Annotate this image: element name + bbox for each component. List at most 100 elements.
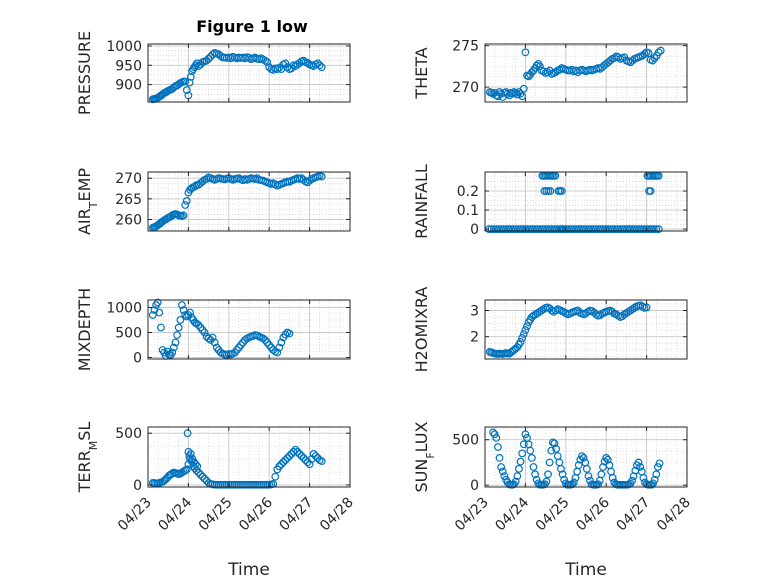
y-axis-label: H2OMIXRA	[412, 287, 431, 373]
data-point	[601, 225, 610, 233]
axes-box	[484, 426, 688, 488]
data-point	[263, 58, 272, 67]
data-point	[171, 338, 180, 347]
data-point	[645, 225, 653, 233]
data-point	[650, 475, 659, 484]
data-point	[317, 63, 326, 72]
data-point	[628, 305, 637, 314]
y-tick-label: 1000	[106, 39, 142, 55]
subplot-2: 270 275 THETA	[412, 39, 688, 103]
data-point	[516, 225, 525, 233]
y-axis-label-main: PRESSURE	[75, 31, 94, 115]
data-point	[532, 61, 541, 70]
data-point	[313, 59, 322, 68]
data-point	[546, 187, 555, 195]
data-point	[603, 455, 612, 464]
data-point	[281, 330, 290, 339]
data-point	[194, 62, 203, 70]
y-tick-label: 0.2	[457, 184, 479, 200]
data-point	[548, 225, 556, 233]
y-axis-label: THETA	[412, 47, 431, 99]
data-point	[502, 225, 510, 233]
data-point	[529, 311, 538, 320]
y-tick-label: 260	[115, 212, 142, 228]
data-point	[514, 225, 523, 233]
data-point	[652, 225, 661, 233]
data-point	[305, 460, 314, 469]
data-point	[285, 452, 294, 460]
data-point	[589, 225, 598, 233]
data-point	[544, 470, 552, 479]
data-point	[551, 171, 560, 180]
data-point	[578, 452, 586, 460]
data-point	[519, 225, 527, 233]
data-point	[569, 225, 578, 233]
data-point	[536, 225, 544, 233]
y-axis-label: SUNFLUX	[412, 421, 437, 492]
y-axis-label-tail: LUX	[412, 421, 431, 452]
data-point	[516, 457, 525, 466]
y-tick-label: 500	[452, 433, 479, 449]
data-point	[620, 225, 629, 233]
data-point	[196, 470, 205, 479]
data-point	[303, 59, 312, 67]
data-point	[542, 477, 551, 486]
data-point	[533, 225, 542, 233]
data-point	[531, 470, 539, 479]
data-point	[200, 474, 209, 483]
data-point	[608, 307, 617, 316]
y-axis-label-main: MIXDEPTH	[75, 288, 94, 371]
data-point	[202, 56, 211, 65]
data-point	[533, 309, 542, 318]
data-point	[504, 225, 513, 233]
data-point	[148, 311, 157, 319]
y-tick-label: 3	[470, 303, 479, 319]
data-point	[606, 225, 615, 233]
data-point	[536, 62, 544, 71]
y-tick-label: 500	[115, 326, 142, 342]
subplot-5: 0 500 1000 MIXDEPTH	[75, 288, 351, 371]
data-point	[624, 307, 633, 316]
data-point	[527, 454, 536, 462]
data-point	[596, 225, 605, 233]
data-point	[281, 59, 290, 68]
y-tick-label: 1000	[106, 301, 142, 317]
data-point	[305, 176, 314, 185]
data-point	[153, 298, 162, 307]
y-axis-label-main: SUN	[412, 459, 431, 493]
data-point	[295, 449, 304, 458]
data-point	[521, 48, 530, 57]
data-point	[489, 225, 498, 233]
y-axis-label-tail: EMP	[75, 168, 94, 202]
data-point	[526, 225, 535, 233]
data-point	[622, 309, 631, 318]
y-axis-label-main: RAINFALL	[412, 164, 431, 239]
data-point	[582, 225, 590, 233]
data-point	[204, 334, 213, 343]
data-point	[647, 225, 656, 233]
subplot-3: 260 265 270 AIRTEMP	[75, 168, 351, 235]
data-point	[639, 474, 648, 482]
data-point	[628, 56, 637, 65]
data-point	[499, 225, 508, 233]
data-point	[523, 322, 531, 331]
data-point	[210, 338, 219, 347]
data-point	[173, 331, 181, 339]
data-point	[155, 308, 164, 317]
data-point	[511, 88, 520, 97]
data-point	[558, 470, 567, 479]
data-point	[490, 430, 499, 439]
data-point	[518, 92, 527, 101]
data-point	[293, 447, 302, 456]
y-axis-label-subscript: T	[87, 201, 100, 209]
data-point	[281, 456, 290, 465]
data-point	[649, 225, 658, 233]
y-tick-label: 0	[470, 478, 479, 494]
data-point	[516, 338, 525, 346]
y-axis-label: RAINFALL	[412, 164, 431, 239]
data-point	[574, 461, 583, 470]
data-point	[315, 61, 324, 70]
data-point	[183, 429, 192, 438]
data-point	[498, 467, 507, 476]
